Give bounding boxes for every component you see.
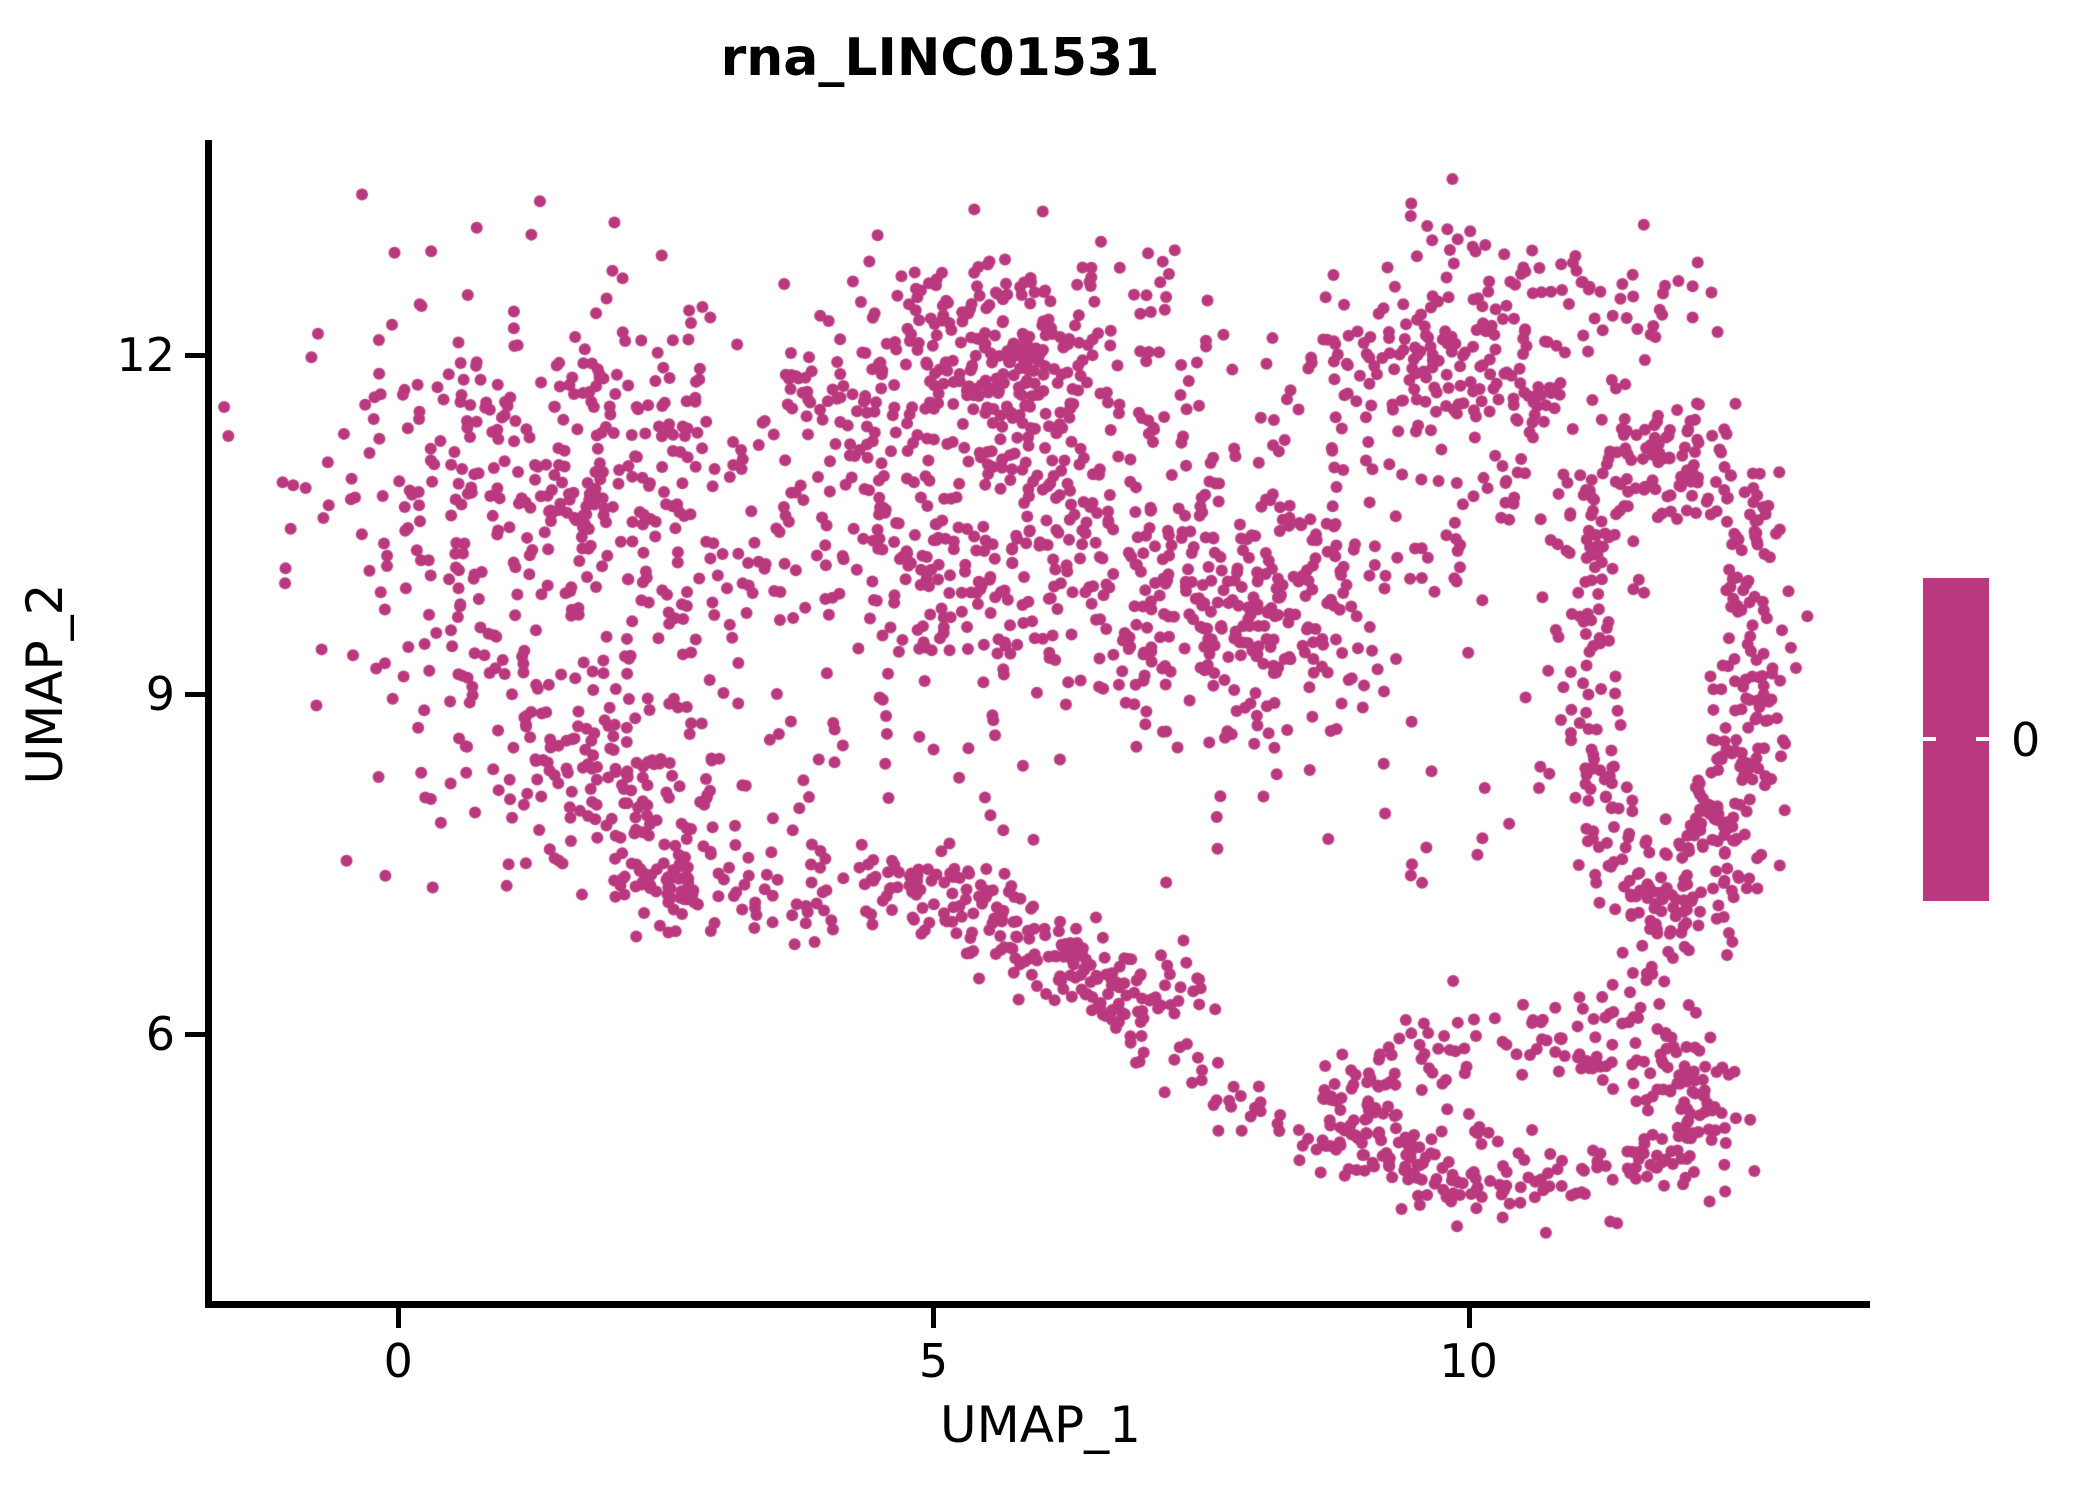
x-tick-mark [396, 1308, 402, 1328]
x-tick-mark [1466, 1308, 1472, 1328]
page-title: rna_LINC01531 [720, 28, 1160, 88]
y-tick-label: 12 [116, 327, 175, 382]
y-tick-label: 6 [145, 1006, 175, 1061]
y-tick-mark [185, 692, 205, 698]
x-tick-mark [931, 1308, 937, 1328]
colorbar [1923, 578, 1989, 901]
y-tick-mark [185, 352, 205, 358]
axis-spine-left [205, 140, 212, 1308]
x-tick-label: 5 [918, 1334, 949, 1388]
y-tick-mark [185, 1031, 205, 1037]
plot-area [211, 140, 1870, 1305]
colorbar-tick-left [1923, 737, 1936, 741]
scatter-points-layer [211, 140, 1870, 1305]
y-axis-label: UMAP_2 [16, 583, 74, 785]
x-tick-label: 0 [383, 1334, 413, 1388]
x-tick-label: 10 [1439, 1334, 1498, 1388]
colorbar-tick-right [1976, 737, 1989, 741]
colorbar-tick-label: 0 [2011, 713, 2041, 767]
y-tick-label: 9 [145, 667, 175, 722]
x-axis-label: UMAP_1 [940, 1396, 1141, 1454]
